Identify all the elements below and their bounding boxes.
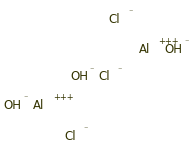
- Text: Al: Al: [33, 99, 44, 112]
- Text: ⁻: ⁻: [90, 65, 94, 74]
- Text: ⁻: ⁻: [128, 8, 133, 17]
- Text: Al: Al: [139, 43, 150, 56]
- Text: +++: +++: [53, 93, 73, 102]
- Text: OH: OH: [70, 70, 88, 83]
- Text: +++: +++: [159, 37, 179, 46]
- Text: OH: OH: [164, 43, 182, 56]
- Text: OH: OH: [4, 99, 22, 112]
- Text: Cl: Cl: [64, 130, 76, 143]
- Text: ⁻: ⁻: [84, 125, 88, 134]
- Text: ⁻: ⁻: [23, 93, 28, 102]
- Text: Cl: Cl: [98, 70, 110, 83]
- Text: ⁻: ⁻: [184, 37, 188, 46]
- Text: Cl: Cl: [109, 13, 120, 26]
- Text: ⁻: ⁻: [118, 65, 122, 74]
